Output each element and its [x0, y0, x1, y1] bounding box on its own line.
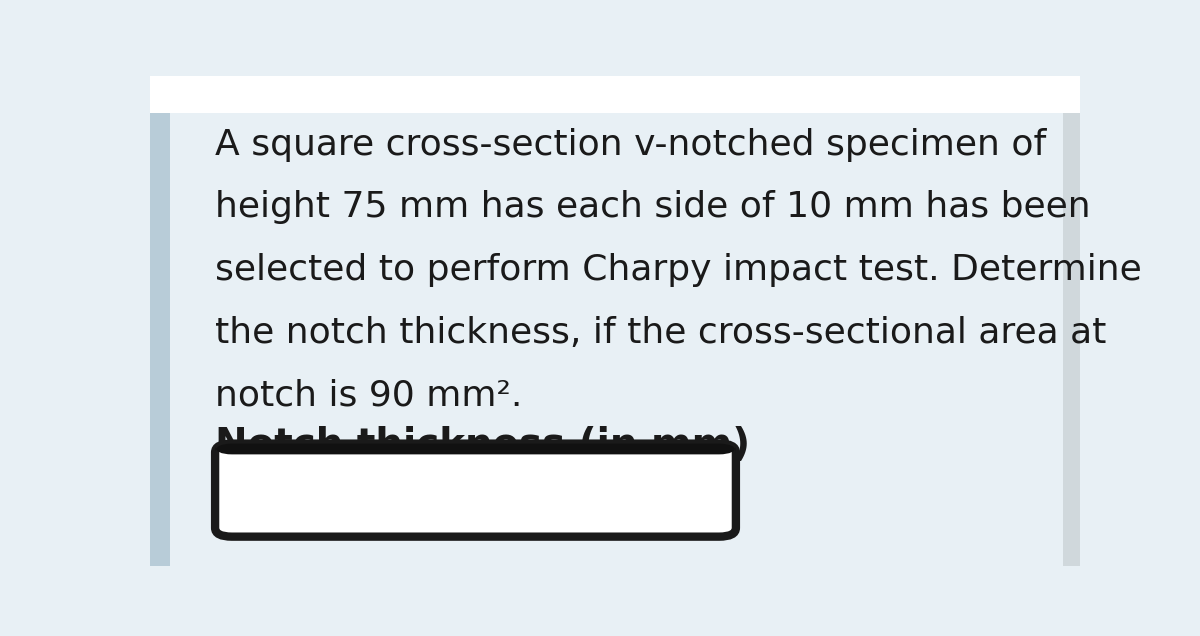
- Bar: [1063, 113, 1080, 566]
- Bar: [150, 76, 1080, 113]
- FancyBboxPatch shape: [215, 444, 736, 537]
- Text: notch is 90 mm².: notch is 90 mm².: [215, 378, 522, 413]
- Bar: [150, 113, 170, 566]
- Text: selected to perform Charpy impact test. Determine: selected to perform Charpy impact test. …: [215, 253, 1142, 287]
- Text: height 75 mm has each side of 10 mm has been: height 75 mm has each side of 10 mm has …: [215, 190, 1091, 225]
- Text: the notch thickness, if the cross-sectional area at: the notch thickness, if the cross-sectio…: [215, 316, 1106, 350]
- FancyBboxPatch shape: [215, 444, 736, 454]
- Text: Notch thickness (in mm): Notch thickness (in mm): [215, 427, 750, 464]
- Text: A square cross-section v-notched specimen of: A square cross-section v-notched specime…: [215, 128, 1046, 162]
